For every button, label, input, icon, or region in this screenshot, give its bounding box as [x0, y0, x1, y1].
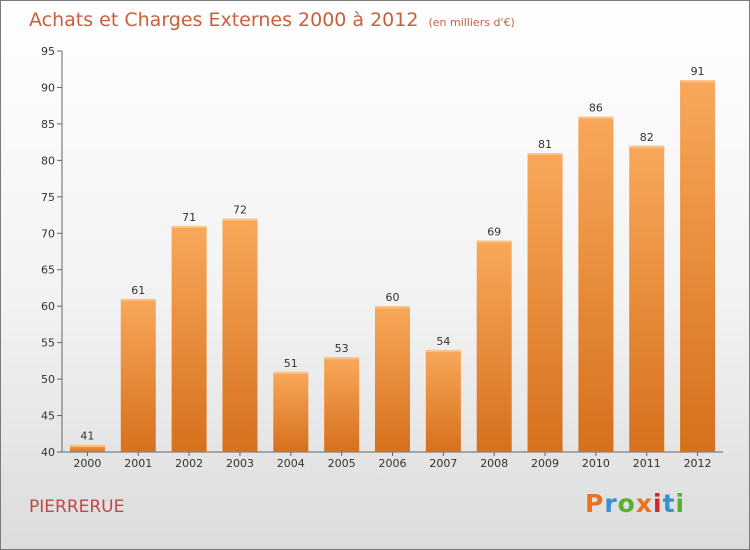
chart-title: Achats et Charges Externes 2000 à 2012 (e…: [29, 9, 515, 31]
x-tick-label: 2000: [73, 457, 101, 470]
x-tick-label: 2001: [124, 457, 152, 470]
y-tick-label: 65: [41, 264, 55, 277]
chart-title-text: Achats et Charges Externes 2000 à 2012: [29, 9, 419, 31]
location-label: PIERRERUE: [29, 497, 125, 517]
y-tick-label: 50: [41, 373, 55, 386]
bar-top-highlight: [222, 218, 258, 221]
bar-top-highlight: [680, 80, 716, 83]
bar: [171, 225, 207, 452]
proxiti-logo: Proxiti: [585, 489, 685, 518]
bar-value-label: 82: [640, 131, 654, 144]
bar-value-label: 86: [589, 102, 603, 115]
bar-value-label: 72: [233, 204, 247, 217]
bar: [425, 349, 461, 452]
bar: [324, 357, 360, 452]
bar-value-label: 81: [538, 138, 552, 151]
bar: [273, 371, 309, 452]
bar: [120, 298, 156, 452]
x-tick-label: 2011: [633, 457, 661, 470]
y-tick-label: 75: [41, 191, 55, 204]
bar-top-highlight: [476, 240, 512, 243]
logo-letter: o: [617, 489, 636, 518]
bar: [222, 218, 258, 452]
y-tick-label: 85: [41, 118, 55, 131]
y-tick-label: 80: [41, 154, 55, 167]
x-tick-label: 2012: [684, 457, 712, 470]
bar-top-highlight: [629, 145, 665, 148]
y-tick-label: 95: [41, 45, 55, 58]
x-tick-label: 2002: [175, 457, 203, 470]
bars: 41 61 71 72 51 53 60 54 69 81 86 82 91: [69, 65, 716, 453]
bar: [578, 116, 614, 453]
y-tick-label: 90: [41, 81, 55, 94]
x-tick-label: 2004: [277, 457, 305, 470]
logo-letter: x: [635, 489, 653, 518]
x-tick-label: 2003: [226, 457, 254, 470]
bar-value-label: 60: [386, 291, 400, 304]
bar-top-highlight: [69, 444, 105, 447]
bar-top-highlight: [578, 116, 614, 119]
bar-value-label: 71: [182, 211, 196, 224]
bar-top-highlight: [324, 357, 360, 360]
logo-letter: t: [662, 489, 676, 518]
bar: [476, 240, 512, 452]
x-tick-label: 2008: [480, 457, 508, 470]
y-tick-label: 60: [41, 300, 55, 313]
logo-letter: i: [653, 489, 663, 518]
bar-value-label: 91: [691, 65, 705, 78]
bar: [527, 153, 563, 452]
bar-top-highlight: [375, 306, 410, 309]
y-tick-label: 40: [41, 446, 55, 459]
bar-top-highlight: [120, 298, 156, 301]
logo-letter: i: [675, 489, 686, 518]
bar: [69, 444, 105, 452]
x-tick-label: 2006: [379, 457, 407, 470]
logo-letter: P: [585, 489, 605, 518]
y-tick-label: 45: [41, 410, 55, 423]
bar-value-label: 54: [436, 335, 450, 348]
bar-top-highlight: [425, 349, 461, 352]
bar-value-label: 61: [131, 284, 145, 297]
bar: [375, 306, 410, 452]
bar-value-label: 53: [335, 342, 349, 355]
y-tick-label: 70: [41, 227, 55, 240]
bar-top-highlight: [527, 153, 563, 156]
x-tick-label: 2005: [328, 457, 356, 470]
bar-value-label: 41: [80, 430, 94, 443]
bar: [629, 145, 665, 453]
chart-unit: (en milliers d'€): [428, 16, 515, 29]
bar-value-label: 51: [284, 357, 298, 370]
bar-top-highlight: [273, 371, 309, 374]
logo-letter: r: [604, 489, 618, 518]
x-tick-label: 2010: [582, 457, 610, 470]
bar-top-highlight: [171, 225, 207, 228]
y-tick-label: 55: [41, 337, 55, 350]
bar-value-label: 69: [487, 226, 501, 239]
x-tick-label: 2009: [531, 457, 559, 470]
x-tick-label: 2007: [429, 457, 457, 470]
bar: [680, 80, 716, 452]
